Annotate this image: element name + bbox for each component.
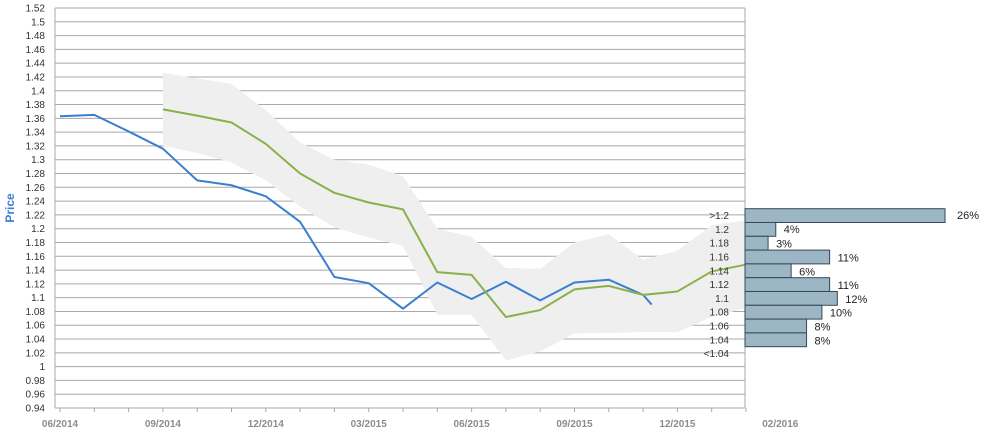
y-axis-label: Price bbox=[3, 193, 17, 223]
y-tick-label: 1.02 bbox=[26, 348, 46, 359]
distribution-bin-label: 1.18 bbox=[710, 239, 730, 250]
y-tick-label: 1.16 bbox=[26, 252, 46, 263]
y-axis-ticks: 0.94 0.96 0.98 1 1.02 1.04 1.06 1.08 1.1 1.12 1.14… bbox=[26, 4, 46, 415]
y-tick-label: 1.28 bbox=[26, 169, 46, 180]
x-tick-label: 09/2015 bbox=[556, 419, 593, 430]
line-series bbox=[59, 108, 753, 318]
distribution-percent: 12% bbox=[845, 294, 867, 306]
x-tick-label: 06/2015 bbox=[454, 419, 491, 430]
y-tick-label: 1.4 bbox=[31, 86, 45, 97]
y-tick-label: 1.46 bbox=[26, 45, 46, 56]
distribution-bar bbox=[744, 208, 946, 223]
y-tick-label: 1.38 bbox=[26, 100, 46, 111]
y-tick-label: 1.52 bbox=[26, 4, 46, 15]
x-tick-label: 09/2014 bbox=[145, 419, 182, 430]
distribution-percent: 8% bbox=[815, 335, 831, 347]
distribution-percent: 6% bbox=[799, 266, 815, 278]
distribution-bin-label: 1.2 bbox=[715, 225, 729, 236]
x-tick-label: 12/2014 bbox=[248, 419, 285, 430]
y-tick-label: 1.36 bbox=[26, 114, 46, 125]
x-tick-label: 02/2016 bbox=[762, 419, 799, 430]
distribution-bar bbox=[744, 249, 831, 265]
y-tick-label: 1.3 bbox=[31, 155, 45, 166]
y-tick-label: 1.5 bbox=[31, 17, 45, 28]
actual-price-line bbox=[59, 113, 653, 310]
distribution-bar bbox=[744, 263, 792, 279]
y-tick-label: 1.44 bbox=[26, 59, 46, 70]
y-tick-label: 1.24 bbox=[26, 197, 46, 208]
distribution-bin-label: 1.12 bbox=[710, 280, 730, 291]
y-tick-label: 1.04 bbox=[26, 335, 46, 346]
distribution-bar bbox=[744, 290, 838, 306]
distribution-bin-label: 1.08 bbox=[710, 308, 730, 319]
y-tick-label: 1.18 bbox=[26, 238, 46, 249]
y-tick-label: 1.14 bbox=[26, 266, 46, 277]
distribution-bin-label: >1.2 bbox=[709, 211, 729, 222]
x-tick-label: 12/2015 bbox=[659, 419, 696, 430]
y-tick-label: 1 bbox=[39, 362, 45, 373]
distribution-bar bbox=[744, 277, 831, 292]
y-tick-label: 1.48 bbox=[26, 31, 46, 42]
x-axis-ticks: 06/2014 09/2014 12/2014 03/2015 06/2015 09/20… bbox=[42, 408, 799, 430]
distribution-bin-label: 1.06 bbox=[710, 321, 730, 332]
distribution-percent: 3% bbox=[776, 239, 792, 251]
forecast-price-line bbox=[162, 108, 753, 318]
y-tick-label: 1.08 bbox=[26, 307, 46, 318]
y-tick-label: 0.98 bbox=[26, 376, 46, 387]
y-tick-label: 1.32 bbox=[26, 141, 46, 152]
y-tick-label: 0.96 bbox=[26, 390, 46, 401]
y-tick-label: 1.12 bbox=[26, 279, 46, 290]
distribution-bin-label: 1.04 bbox=[710, 335, 730, 346]
distribution-bar bbox=[744, 318, 808, 334]
forecast-range-area bbox=[162, 72, 746, 361]
price-distribution: >1.2 26% 1.2 4% 1.18 3% 1.16 11% 1.14 6% 1.12 11% 1.… bbox=[704, 208, 979, 360]
y-tick-label: 1.26 bbox=[26, 183, 46, 194]
distribution-bar bbox=[744, 304, 823, 320]
distribution-bar bbox=[744, 332, 808, 348]
distribution-bar bbox=[744, 235, 769, 251]
distribution-percent: 11% bbox=[838, 280, 859, 292]
confidence-band bbox=[162, 72, 746, 361]
distribution-bin-label: 1.16 bbox=[710, 252, 730, 263]
y-tick-label: 0.94 bbox=[26, 404, 46, 415]
distribution-percent: 8% bbox=[815, 321, 831, 333]
y-tick-label: 1.42 bbox=[26, 72, 46, 83]
y-tick-label: 1.1 bbox=[31, 293, 45, 304]
distribution-percent: 11% bbox=[838, 252, 859, 264]
y-tick-label: 1.2 bbox=[31, 224, 45, 235]
distribution-bin-label: 1.1 bbox=[715, 294, 729, 305]
distribution-percent: 4% bbox=[784, 224, 800, 236]
distribution-bin-label: <1.04 bbox=[704, 349, 730, 360]
x-tick-label: 03/2015 bbox=[351, 419, 388, 430]
y-tick-label: 1.06 bbox=[26, 321, 46, 332]
distribution-bin-label: 1.14 bbox=[710, 266, 730, 277]
distribution-percent: 10% bbox=[830, 308, 852, 320]
y-tick-label: 1.34 bbox=[26, 128, 46, 139]
x-tick-label: 06/2014 bbox=[42, 419, 79, 430]
y-tick-label: 1.22 bbox=[26, 210, 46, 221]
distribution-percent: 26% bbox=[957, 210, 979, 222]
distribution-bar bbox=[744, 221, 777, 237]
